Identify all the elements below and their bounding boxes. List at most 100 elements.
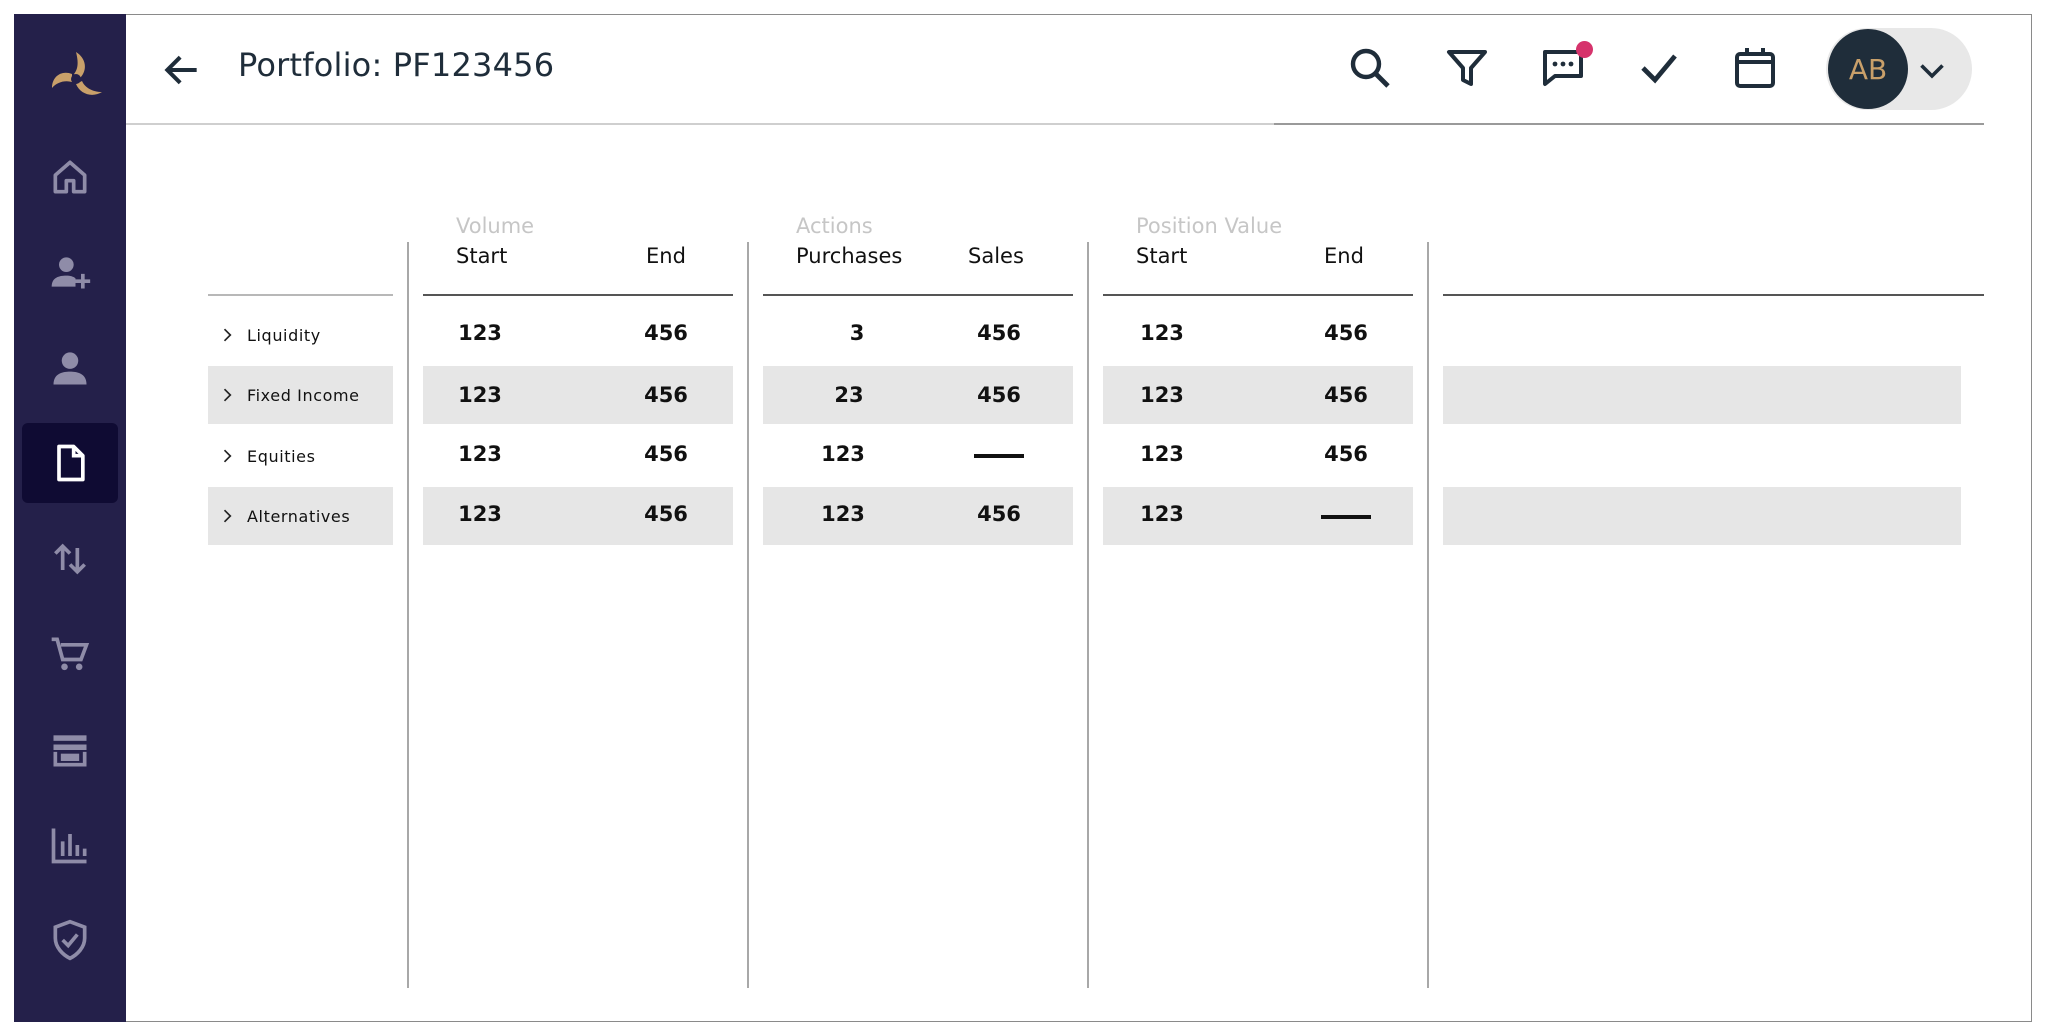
table-cell: 3 xyxy=(849,321,865,345)
notification-badge xyxy=(1576,41,1593,58)
check-icon xyxy=(1641,54,1677,84)
search-icon xyxy=(1350,48,1390,88)
column-header[interactable]: Start xyxy=(1136,244,1188,268)
row-stripe xyxy=(1443,366,1961,424)
back-arrow-icon[interactable] xyxy=(160,48,204,92)
search-button[interactable] xyxy=(1346,44,1394,92)
table-cell: 123 xyxy=(458,502,502,526)
table-cell: 23 xyxy=(834,383,864,407)
row-expander-equities[interactable]: Equities xyxy=(208,427,394,485)
empty-value-dash xyxy=(974,454,1024,458)
shield-check-icon xyxy=(53,919,87,961)
approve-button[interactable] xyxy=(1635,44,1683,92)
sidebar-item-analytics[interactable] xyxy=(22,805,118,885)
row-label: Alternatives xyxy=(247,506,351,526)
table-cell: 123 xyxy=(1140,442,1184,466)
row-stripe xyxy=(1103,366,1413,424)
column-header[interactable]: Sales xyxy=(968,244,1024,268)
group-label-actions: Actions xyxy=(796,214,873,238)
row-expander-alternatives[interactable]: Alternatives xyxy=(208,487,394,545)
table-cell: 123 xyxy=(821,442,865,466)
filter-icon xyxy=(1447,50,1487,86)
document-icon xyxy=(57,444,85,482)
column-separator xyxy=(1427,242,1429,988)
calendar-icon xyxy=(1735,48,1775,88)
sidebar xyxy=(14,14,126,1022)
table-cell: 123 xyxy=(1140,502,1184,526)
table-cell: 456 xyxy=(977,502,1021,526)
row-stripe xyxy=(763,487,1073,545)
row-expander-fixed-income[interactable]: Fixed Income xyxy=(208,366,394,424)
chevron-right-icon xyxy=(223,328,232,342)
header-underline xyxy=(1443,294,1984,296)
row-stripe xyxy=(423,366,733,424)
chevron-right-icon xyxy=(223,388,232,402)
sidebar-item-security[interactable] xyxy=(22,900,118,980)
header-divider xyxy=(126,123,1274,125)
header-underline xyxy=(423,294,733,296)
header-divider xyxy=(1274,123,1984,125)
table-cell: 456 xyxy=(1324,383,1368,407)
table-cell: 123 xyxy=(821,502,865,526)
column-separator xyxy=(747,242,749,988)
header-underline xyxy=(1103,294,1413,296)
sidebar-item-cart[interactable] xyxy=(22,614,118,694)
sidebar-item-transactions[interactable] xyxy=(22,519,118,599)
table-cell: 456 xyxy=(644,321,688,345)
home-icon xyxy=(53,160,87,194)
chevron-right-icon xyxy=(223,449,232,463)
column-header[interactable]: Start xyxy=(456,244,508,268)
chevron-right-icon xyxy=(223,509,232,523)
column-header[interactable]: Purchases xyxy=(796,244,903,268)
cart-icon xyxy=(51,637,90,671)
table-cell: 123 xyxy=(458,442,502,466)
sidebar-item-documents[interactable] xyxy=(22,423,118,503)
chat-icon xyxy=(1543,50,1583,86)
table-cell: 123 xyxy=(1140,383,1184,407)
bar-chart-icon xyxy=(51,828,87,864)
row-stripe xyxy=(423,487,733,545)
empty-value-dash xyxy=(1321,515,1371,519)
filter-button[interactable] xyxy=(1443,44,1491,92)
pinwheel-logo-icon xyxy=(52,52,102,95)
chat-button[interactable] xyxy=(1539,44,1587,92)
column-separator xyxy=(407,242,409,988)
group-label-volume: Volume xyxy=(456,214,535,238)
row-stripe xyxy=(763,366,1073,424)
row-stripe xyxy=(208,487,393,545)
row-label: Liquidity xyxy=(247,325,321,345)
page-title: Portfolio: PF123456 xyxy=(238,46,555,84)
column-separator xyxy=(1087,242,1089,988)
calendar-button[interactable] xyxy=(1731,44,1779,92)
chevron-down-icon[interactable] xyxy=(1914,52,1950,88)
row-expander-liquidity[interactable]: Liquidity xyxy=(208,306,394,364)
header-underline xyxy=(763,294,1073,296)
table-cell: 456 xyxy=(977,321,1021,345)
column-header[interactable]: End xyxy=(646,244,686,268)
row-stripe xyxy=(208,366,393,424)
avatar[interactable]: AB xyxy=(1828,29,1908,109)
column-header[interactable]: End xyxy=(1324,244,1364,268)
person-icon xyxy=(53,352,87,385)
group-label-position-value: Position Value xyxy=(1136,214,1283,238)
sidebar-item-store[interactable] xyxy=(22,710,118,790)
row-stripe xyxy=(1443,487,1961,545)
table-cell: 456 xyxy=(977,383,1021,407)
sidebar-item-add-user[interactable] xyxy=(22,232,118,312)
table-cell: 123 xyxy=(458,321,502,345)
empty-value-dash xyxy=(1306,488,1386,546)
table-cell: 456 xyxy=(1324,442,1368,466)
table-cell: 123 xyxy=(1140,321,1184,345)
empty-value-dash xyxy=(959,427,1039,485)
add-person-icon xyxy=(51,257,91,289)
sidebar-item-user[interactable] xyxy=(22,328,118,408)
row-label: Equities xyxy=(247,446,316,466)
table-cell: 123 xyxy=(458,383,502,407)
table-cell: 456 xyxy=(644,502,688,526)
swap-vertical-icon xyxy=(54,543,86,575)
sidebar-item-home[interactable] xyxy=(22,137,118,217)
row-label: Fixed Income xyxy=(247,385,360,405)
store-icon xyxy=(53,735,87,767)
table-cell: 456 xyxy=(644,383,688,407)
header-underline xyxy=(208,294,393,296)
